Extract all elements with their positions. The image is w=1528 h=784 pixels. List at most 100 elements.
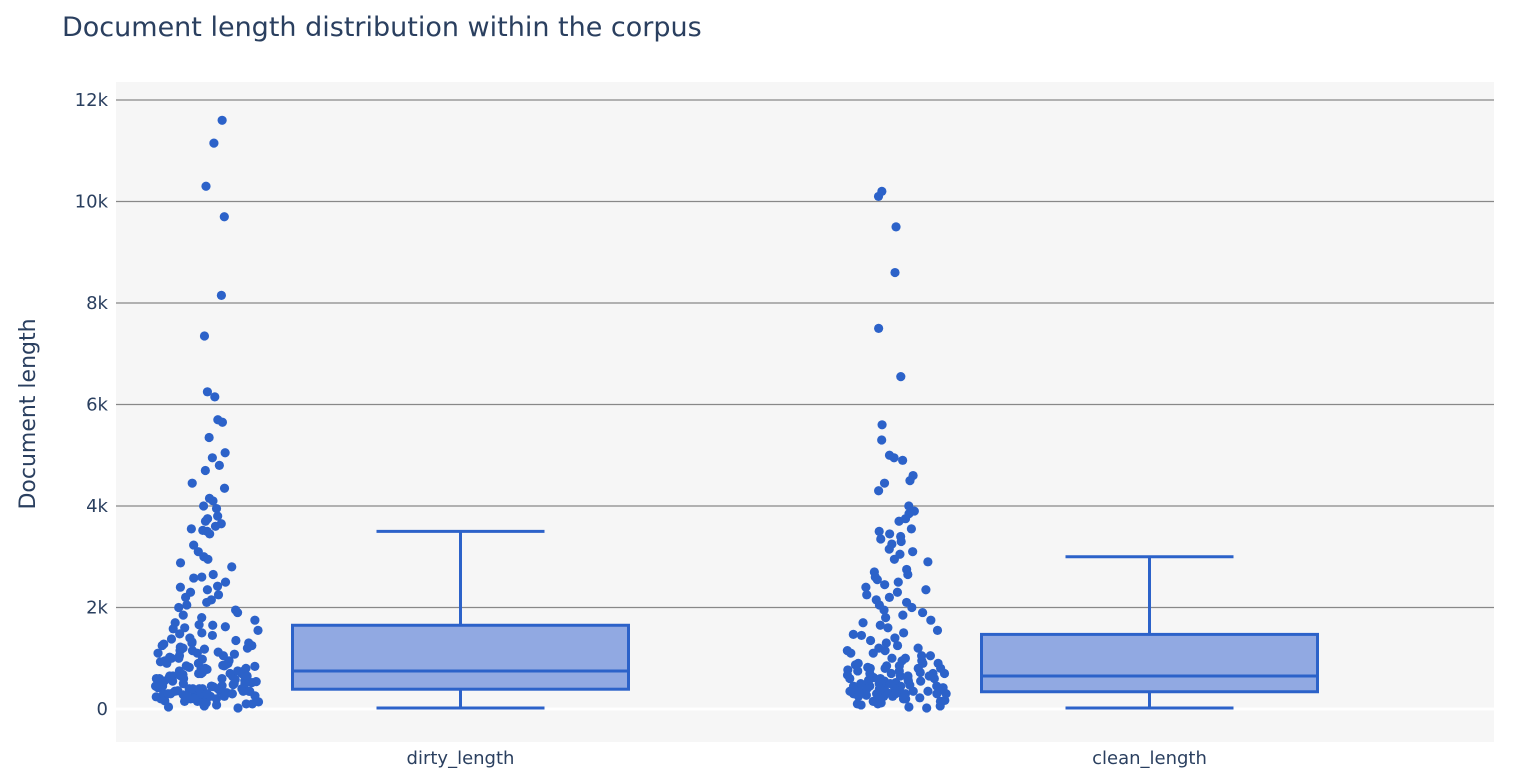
data-point (220, 577, 231, 587)
data-point (862, 684, 872, 694)
data-point (178, 610, 188, 620)
y-tick-label: 2k (86, 598, 108, 619)
y-axis-title: Document length (16, 318, 41, 509)
data-point (892, 587, 903, 597)
data-point (153, 679, 164, 689)
data-point (197, 628, 207, 638)
data-point (887, 653, 897, 663)
data-point (898, 610, 908, 620)
data-point (207, 630, 217, 641)
data-point (208, 620, 218, 630)
data-point (868, 648, 878, 658)
data-point (227, 689, 237, 699)
data-point (199, 331, 210, 341)
data-point (211, 503, 222, 514)
data-point (916, 676, 926, 686)
data-point (194, 684, 204, 694)
data-point (181, 661, 191, 671)
data-point (216, 290, 226, 300)
data-point (877, 420, 887, 430)
data-point (926, 615, 936, 625)
data-point (883, 623, 893, 633)
data-point (253, 625, 263, 635)
data-point (846, 648, 856, 658)
data-point (898, 455, 908, 465)
data-point (200, 663, 210, 674)
data-point (892, 640, 903, 651)
data-point (865, 635, 876, 646)
data-point (190, 694, 200, 704)
data-point (220, 448, 230, 458)
data-point (880, 646, 890, 656)
data-point (187, 646, 198, 656)
data-point (207, 681, 217, 691)
data-point (233, 666, 243, 676)
data-point (904, 702, 914, 712)
data-point (202, 597, 212, 608)
data-point (907, 602, 917, 613)
data-point (194, 668, 204, 679)
data-point (917, 607, 928, 618)
y-tick-label: 0 (97, 699, 108, 720)
data-point (923, 557, 933, 567)
data-point (908, 547, 918, 557)
data-point (219, 661, 229, 671)
data-point (213, 511, 223, 521)
data-point (905, 476, 915, 486)
data-point (211, 700, 222, 710)
data-point (189, 573, 199, 583)
y-tick-label: 6k (86, 395, 108, 416)
data-point (163, 702, 174, 712)
data-point (200, 465, 210, 476)
data-point (874, 486, 884, 496)
data-point (881, 638, 891, 648)
data-point (194, 620, 204, 630)
data-point (198, 525, 208, 535)
data-point (208, 569, 218, 580)
data-point (227, 562, 237, 572)
data-point (873, 191, 884, 202)
data-point (174, 666, 185, 676)
data-point (175, 558, 186, 568)
data-point (250, 661, 260, 671)
data-point (853, 658, 863, 668)
data-point (923, 686, 933, 696)
data-point (229, 679, 239, 689)
data-point (915, 693, 925, 703)
data-point (208, 496, 218, 506)
data-point (198, 501, 209, 511)
data-point (941, 689, 951, 699)
data-point (858, 618, 868, 628)
y-tick-label: 4k (86, 496, 108, 517)
y-tick-label: 10k (75, 192, 109, 213)
data-point (913, 643, 923, 653)
data-point (217, 115, 227, 125)
data-point (879, 478, 890, 488)
data-point (856, 630, 867, 641)
data-point (217, 673, 227, 684)
data-point (247, 699, 257, 709)
data-point (861, 582, 871, 592)
data-point (187, 478, 197, 488)
data-point (188, 684, 198, 694)
data-point (174, 602, 184, 613)
x-axis-ticks: dirty_length clean_length (407, 748, 1207, 769)
data-point (212, 581, 223, 591)
data-point (935, 696, 946, 706)
data-point (181, 592, 191, 602)
data-point (874, 526, 884, 536)
data-point (199, 644, 210, 654)
data-point (881, 613, 891, 623)
y-axis-ticks: 0 2k 4k 6k 8k 10k 12k (75, 90, 109, 720)
data-point (918, 658, 928, 668)
data-point (932, 689, 942, 699)
data-point (210, 392, 220, 402)
data-point (242, 671, 252, 681)
data-point (894, 516, 904, 526)
data-point (890, 689, 901, 699)
data-point (862, 590, 872, 600)
data-point (247, 678, 257, 688)
data-point (906, 524, 916, 534)
data-point (232, 607, 243, 618)
chart-marks (150, 115, 1319, 713)
